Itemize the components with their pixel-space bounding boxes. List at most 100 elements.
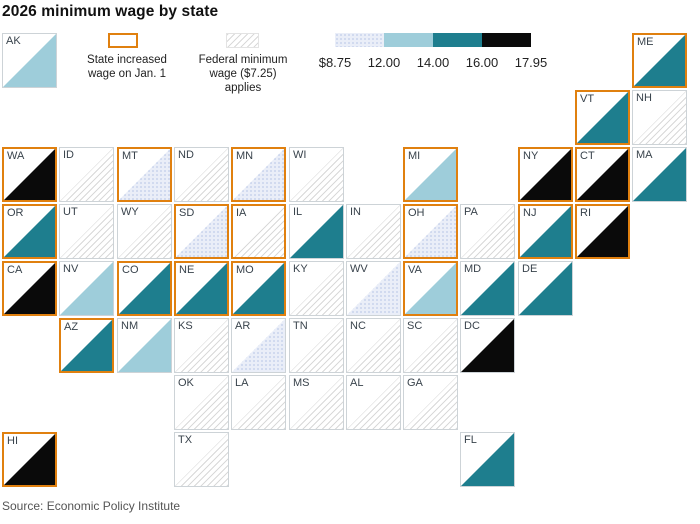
state-label-wy: WY <box>121 206 139 218</box>
state-tile-il[interactable]: IL <box>289 204 344 259</box>
state-tile-mi[interactable]: MI <box>403 147 458 202</box>
state-tile-tn[interactable]: TN <box>289 318 344 373</box>
state-tile-md[interactable]: MD <box>460 261 515 316</box>
state-tile-va[interactable]: VA <box>403 261 458 316</box>
state-tile-or[interactable]: OR <box>2 204 57 259</box>
state-tile-in[interactable]: IN <box>346 204 401 259</box>
state-label-nd: ND <box>178 149 194 161</box>
state-label-ms: MS <box>293 377 310 389</box>
state-tile-me[interactable]: ME <box>632 33 687 88</box>
state-tile-ga[interactable]: GA <box>403 375 458 430</box>
state-tile-dc[interactable]: DC <box>460 318 515 373</box>
state-tile-az[interactable]: AZ <box>59 318 114 373</box>
state-label-nh: NH <box>636 92 652 104</box>
state-tile-nh[interactable]: NH <box>632 90 687 145</box>
state-tile-ar[interactable]: AR <box>231 318 286 373</box>
state-tile-nm[interactable]: NM <box>117 318 172 373</box>
state-label-nj: NJ <box>523 207 537 219</box>
state-tile-mn[interactable]: MN <box>231 147 286 202</box>
state-tile-ct[interactable]: CT <box>575 147 630 202</box>
state-tile-ak[interactable]: AK <box>2 33 57 88</box>
state-label-vt: VT <box>580 93 595 105</box>
state-tile-mo[interactable]: MO <box>231 261 286 316</box>
state-label-ne: NE <box>179 264 195 276</box>
scale-tick-4: 17.95 <box>514 55 548 70</box>
state-label-ga: GA <box>407 377 423 389</box>
state-tile-oh[interactable]: OH <box>403 204 458 259</box>
state-tile-vt[interactable]: VT <box>575 90 630 145</box>
state-tile-fl[interactable]: FL <box>460 432 515 487</box>
state-label-co: CO <box>122 264 139 276</box>
state-tile-wv[interactable]: WV <box>346 261 401 316</box>
state-label-nm: NM <box>121 320 139 332</box>
state-tile-hi[interactable]: HI <box>2 432 57 487</box>
state-tile-ks[interactable]: KS <box>174 318 229 373</box>
state-label-mn: MN <box>236 150 254 162</box>
legend-color-ramp <box>335 33 531 47</box>
state-tile-nj[interactable]: NJ <box>518 204 573 259</box>
state-tile-ma[interactable]: MA <box>632 147 687 202</box>
state-tile-co[interactable]: CO <box>117 261 172 316</box>
state-label-tx: TX <box>178 434 193 446</box>
state-tile-ky[interactable]: KY <box>289 261 344 316</box>
state-label-ny: NY <box>523 150 539 162</box>
state-label-id: ID <box>63 149 74 161</box>
state-label-al: AL <box>350 377 364 389</box>
state-label-mi: MI <box>408 150 421 162</box>
state-label-va: VA <box>408 264 422 276</box>
legend-federal-label: Federal minimum wage ($7.25) applies <box>198 54 288 95</box>
legend-increase-label: State increased wage on Jan. 1 <box>87 54 167 81</box>
state-tile-pa[interactable]: PA <box>460 204 515 259</box>
state-label-tn: TN <box>293 320 308 332</box>
state-label-wa: WA <box>7 150 25 162</box>
state-tile-tx[interactable]: TX <box>174 432 229 487</box>
ramp-cell-0 <box>335 33 384 47</box>
state-label-fl: FL <box>464 434 477 446</box>
state-tile-la[interactable]: LA <box>231 375 286 430</box>
state-tile-wy[interactable]: WY <box>117 204 172 259</box>
state-tile-ny[interactable]: NY <box>518 147 573 202</box>
state-tile-nd[interactable]: ND <box>174 147 229 202</box>
state-tile-sd[interactable]: SD <box>174 204 229 259</box>
state-tile-al[interactable]: AL <box>346 375 401 430</box>
state-label-nv: NV <box>63 263 79 275</box>
state-label-ky: KY <box>293 263 308 275</box>
chart-title: 2026 minimum wage by state <box>2 3 219 20</box>
state-label-in: IN <box>350 206 361 218</box>
state-tile-wa[interactable]: WA <box>2 147 57 202</box>
state-tile-de[interactable]: DE <box>518 261 573 316</box>
state-label-or: OR <box>7 207 24 219</box>
state-tile-mt[interactable]: MT <box>117 147 172 202</box>
state-label-pa: PA <box>464 206 478 218</box>
state-label-mt: MT <box>122 150 138 162</box>
state-label-wi: WI <box>293 149 307 161</box>
state-tile-ne[interactable]: NE <box>174 261 229 316</box>
state-tile-ut[interactable]: UT <box>59 204 114 259</box>
scale-tick-2: 14.00 <box>416 55 450 70</box>
scale-tick-1: 12.00 <box>367 55 401 70</box>
state-tile-nv[interactable]: NV <box>59 261 114 316</box>
state-tile-ca[interactable]: CA <box>2 261 57 316</box>
state-tile-sc[interactable]: SC <box>403 318 458 373</box>
state-label-me: ME <box>637 36 654 48</box>
state-tile-id[interactable]: ID <box>59 147 114 202</box>
state-label-la: LA <box>235 377 249 389</box>
state-tile-ok[interactable]: OK <box>174 375 229 430</box>
legend-federal-hatch-swatch <box>226 33 259 48</box>
state-tile-nc[interactable]: NC <box>346 318 401 373</box>
state-label-ut: UT <box>63 206 78 218</box>
state-tile-ri[interactable]: RI <box>575 204 630 259</box>
state-label-md: MD <box>464 263 482 275</box>
state-label-hi: HI <box>7 435 18 447</box>
state-tile-ia[interactable]: IA <box>231 204 286 259</box>
state-label-wv: WV <box>350 263 368 275</box>
state-label-ar: AR <box>235 320 251 332</box>
state-label-ct: CT <box>580 150 595 162</box>
state-tile-wi[interactable]: WI <box>289 147 344 202</box>
source-note: Source: Economic Policy Institute <box>2 499 181 513</box>
state-label-ca: CA <box>7 264 23 276</box>
state-tile-ms[interactable]: MS <box>289 375 344 430</box>
state-label-az: AZ <box>64 321 79 333</box>
state-label-il: IL <box>293 206 303 218</box>
legend-increase-swatch <box>108 33 138 48</box>
